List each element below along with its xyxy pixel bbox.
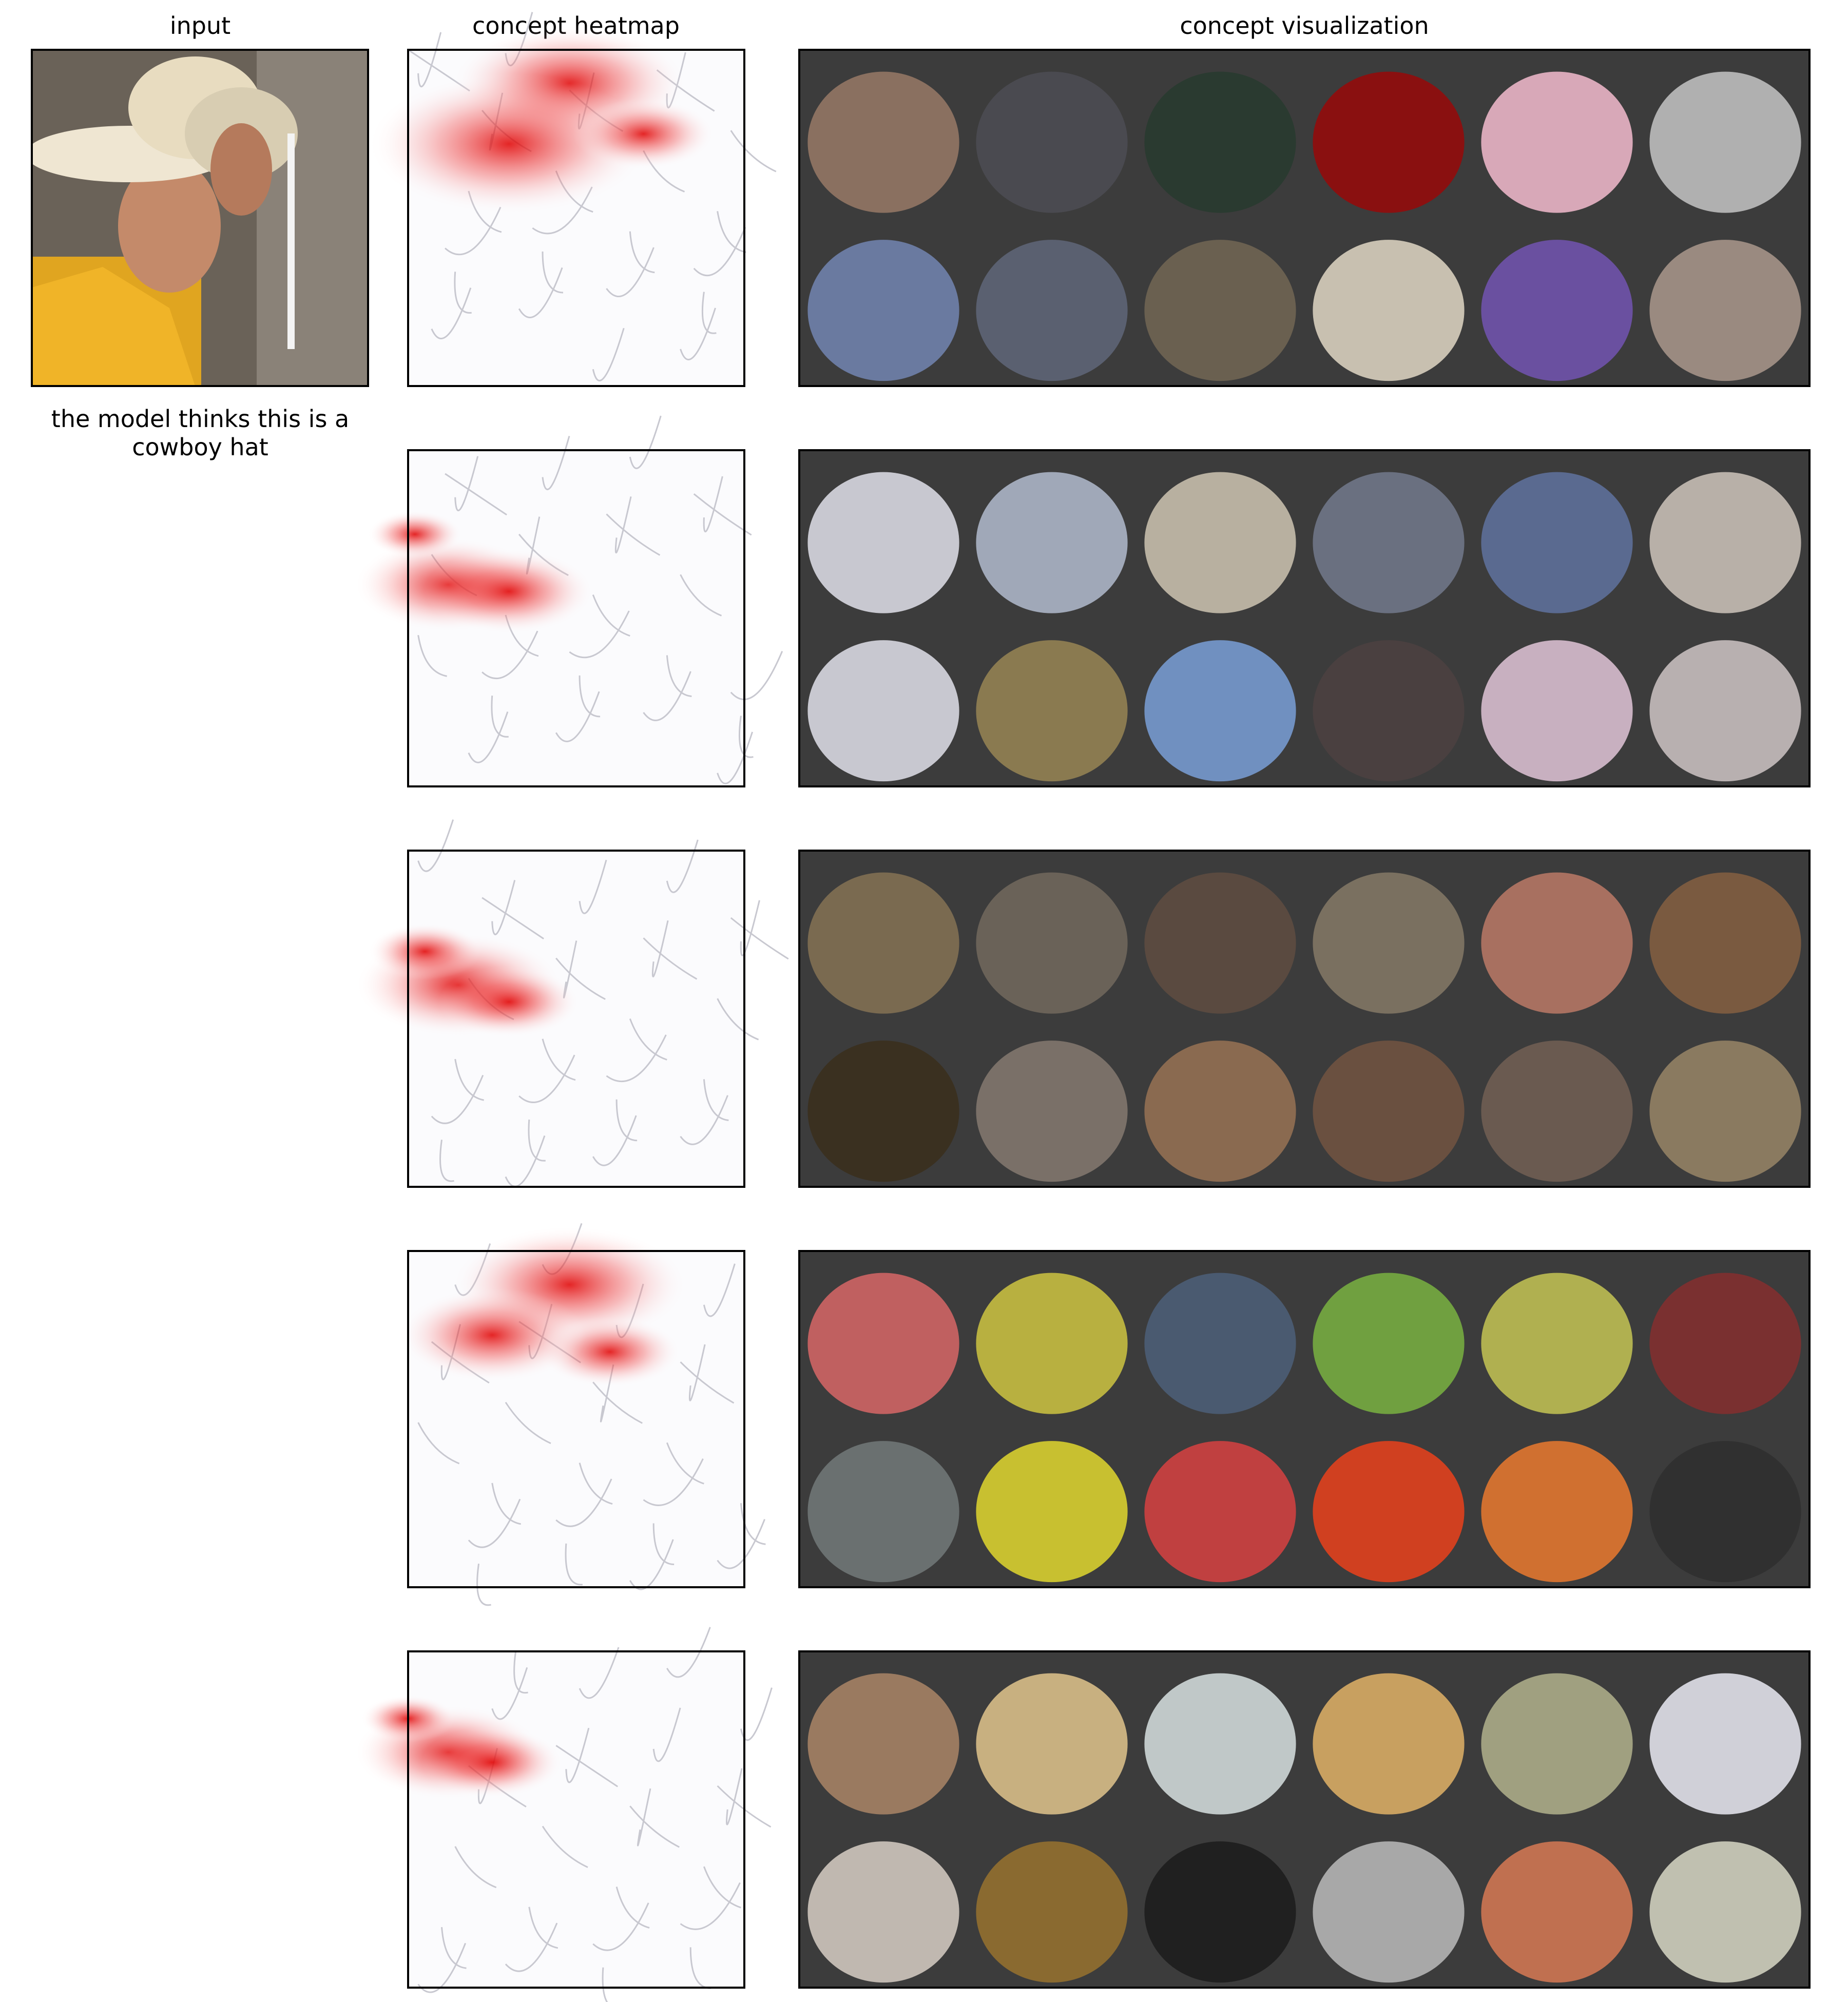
heatmap [355,819,789,1187]
heatmap-frame [407,49,745,387]
concept-tiles [799,1251,1810,1588]
heatmap [354,415,783,786]
concept-tiles [799,50,1810,387]
visualization-frame [798,449,1811,787]
visualization-frame [798,850,1811,1188]
caption-line: cowboy hat [132,433,268,461]
visualization-frame [798,1250,1811,1588]
visualization-frame [798,1650,1811,1989]
input-title: input [170,12,230,40]
heatmap-frame [407,449,745,787]
heatmap [354,1627,773,2002]
visualization-frame [798,49,1811,387]
input-frame [31,49,369,387]
input-image [32,50,368,386]
heatmap [398,1223,766,1606]
caption-line: the model thinks this is a [51,405,349,433]
visualization-title: concept visualization [1180,12,1429,40]
heatmap-frame [407,1650,745,1989]
heatmap [368,12,777,386]
concept-tiles [799,450,1810,787]
heatmap-frame [407,850,745,1188]
heatmap-frame [407,1250,745,1588]
concept-tiles [799,851,1810,1187]
concept-tiles [799,1651,1810,1988]
